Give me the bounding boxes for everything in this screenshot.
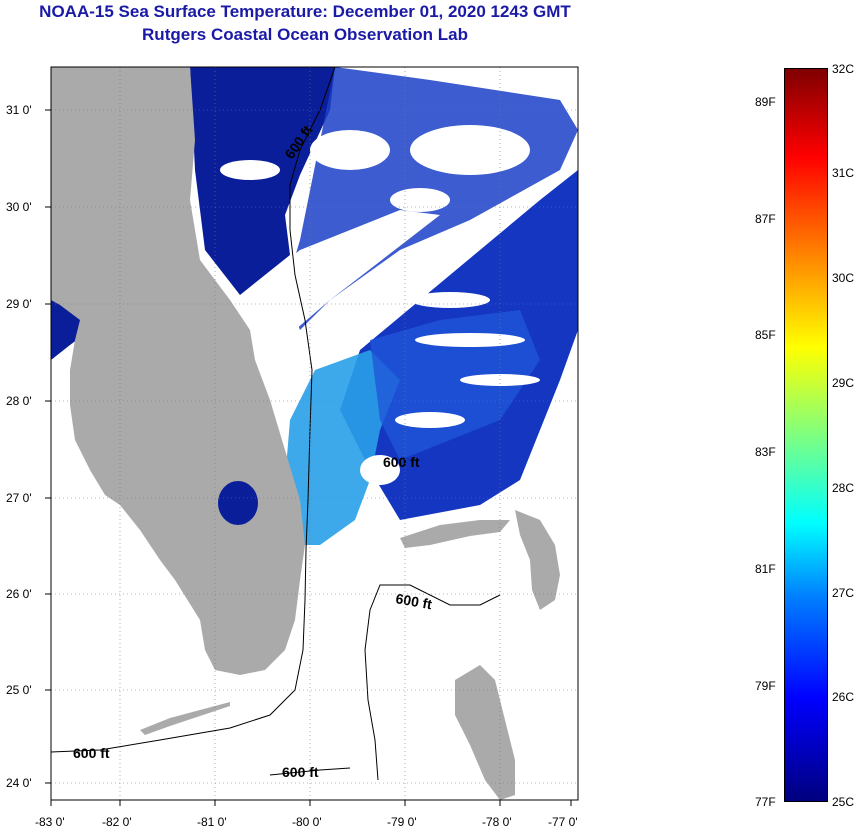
isobath-label: 600 ft bbox=[383, 454, 420, 470]
lat-label: 25 0' bbox=[6, 683, 32, 697]
colorbar-c-label: 30C bbox=[832, 271, 855, 285]
ocean-swath-deep bbox=[190, 67, 335, 295]
map-title: NOAA-15 Sea Surface Temperature: Decembe… bbox=[39, 2, 571, 21]
colorbar-c-label: 31C bbox=[832, 166, 855, 180]
lat-label: 30 0' bbox=[6, 200, 32, 214]
swath-gap bbox=[230, 210, 440, 360]
lon-label: -79 0' bbox=[387, 815, 417, 829]
colorbar-f-label: 81F bbox=[755, 562, 776, 576]
abaco-island bbox=[515, 510, 560, 610]
lat-label: 28 0' bbox=[6, 394, 32, 408]
lon-label: -82 0' bbox=[102, 815, 132, 829]
axis-ticks bbox=[45, 109, 572, 806]
colorbar-f-label: 87F bbox=[755, 212, 776, 226]
colorbar-c-label: 26C bbox=[832, 690, 855, 704]
longitude-labels: -83 0' -82 0' -81 0' -80 0' -79 0' -78 0… bbox=[35, 815, 578, 829]
isobath-contours bbox=[50, 66, 501, 781]
isobath-label: 600 ft bbox=[73, 745, 110, 761]
lon-label: -80 0' bbox=[292, 815, 322, 829]
florida-keys bbox=[140, 702, 230, 735]
colorbar-f-label: 83F bbox=[755, 445, 776, 459]
colorbar-c-label: 27C bbox=[832, 586, 855, 600]
lat-label: 29 0' bbox=[6, 297, 32, 311]
colorbar-c-label: 32C bbox=[832, 62, 855, 76]
latitude-labels: 31 0' 30 0' 29 0' 28 0' 27 0' 26 0' 25 0… bbox=[6, 103, 32, 790]
colorbar-c-label: 25C bbox=[832, 795, 855, 809]
isobath-label: 600 ft bbox=[282, 764, 319, 780]
lat-label: 27 0' bbox=[6, 491, 32, 505]
lon-label: -83 0' bbox=[35, 815, 65, 829]
lon-label: -81 0' bbox=[197, 815, 227, 829]
lat-label: 24 0' bbox=[6, 776, 32, 790]
lat-label: 31 0' bbox=[6, 103, 32, 117]
isobath-label: 600 ft bbox=[394, 590, 433, 612]
andros-island bbox=[455, 665, 515, 800]
lon-label: -78 0' bbox=[482, 815, 512, 829]
colorbar-c-label: 28C bbox=[832, 481, 855, 495]
map-border bbox=[50, 66, 579, 801]
cloud-speckles bbox=[220, 125, 540, 485]
colorbar-f-label: 85F bbox=[755, 328, 776, 342]
temperature-colorbar bbox=[784, 68, 828, 802]
lon-label: -77 0' bbox=[548, 815, 578, 829]
colorbar-c-label: 29C bbox=[832, 376, 855, 390]
ocean-swath-warm bbox=[285, 350, 400, 545]
lat-label: 26 0' bbox=[6, 587, 32, 601]
grand-bahama-island bbox=[400, 520, 510, 548]
lake-okeechobee bbox=[218, 481, 258, 525]
colorbar-f-label: 79F bbox=[755, 679, 776, 693]
map-subtitle: Rutgers Coastal Ocean Observation Lab bbox=[142, 25, 468, 44]
colorbar-f-label: 77F bbox=[755, 795, 776, 809]
colorbar-f-label: 89F bbox=[755, 95, 776, 109]
